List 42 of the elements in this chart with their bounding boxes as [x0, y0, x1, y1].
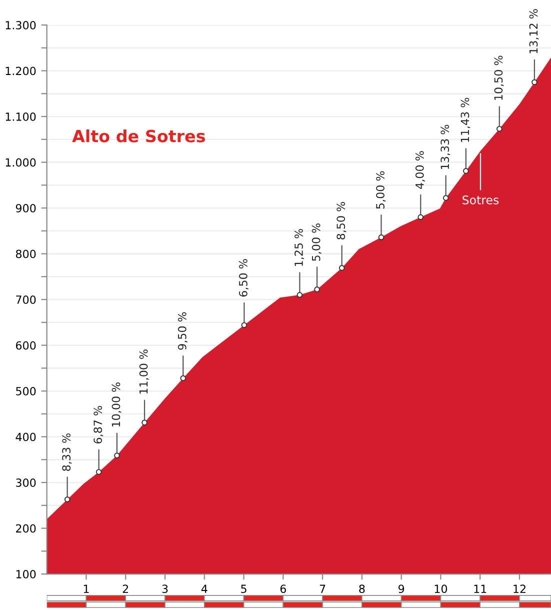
annotation: 11,00 %	[139, 350, 149, 394]
x-tick-label: 12	[514, 584, 526, 593]
y-tick-label: 1.000	[6, 158, 36, 167]
y-tick-label: 600	[16, 341, 36, 350]
y-tick-label: 800	[16, 250, 36, 258]
annotation: 11,43 %	[460, 98, 470, 142]
y-tick-label: 1.100	[6, 112, 36, 121]
annotation: Sotres	[462, 195, 499, 204]
annotation: 8,33 %	[62, 433, 72, 471]
annotation: 6,50 %	[238, 259, 249, 297]
annotation: 4,00 %	[415, 151, 425, 189]
annotation: 13,12 %	[529, 9, 539, 54]
x-tick-label: 8	[359, 584, 365, 594]
x-tick-label: 6	[280, 584, 286, 594]
annotation: 6,87 %	[94, 406, 104, 444]
annotation: 5,00 %	[376, 171, 386, 209]
y-tick-label: 100	[16, 570, 36, 578]
y-tick-label: 700	[16, 295, 36, 304]
x-tick-label: 5	[241, 584, 246, 594]
y-tick-label: 900	[16, 204, 36, 212]
text: Alto de Sotres	[72, 129, 205, 142]
x-tick-label: 3	[162, 584, 168, 594]
y-tick-label: 1.200	[6, 66, 36, 76]
y-tick-label: 200	[16, 524, 36, 533]
y-tick-label: 400	[16, 432, 36, 442]
y-tick-label: 300	[16, 478, 36, 487]
annotation: 5,00 %	[312, 223, 322, 261]
annotation: 8,50 %	[336, 202, 346, 240]
x-tick-label: 1	[84, 584, 89, 593]
x-tick-label: 7	[320, 584, 326, 593]
y-tick-label: 500	[16, 386, 36, 396]
annotation: 9,50 %	[178, 312, 188, 350]
annotation: 1,25 %	[294, 228, 304, 266]
annotation: 10,00 %	[112, 382, 122, 427]
x-tick-label: 2	[122, 584, 128, 593]
x-tick-label: 10	[434, 584, 448, 594]
y-tick-label: 1.300	[6, 20, 36, 30]
x-tick-label: 4	[201, 584, 208, 593]
x-tick-label: 11	[474, 584, 486, 593]
annotation: 10,50 %	[494, 56, 504, 100]
x-tick-label: 9	[398, 584, 404, 594]
annotation: 13,33 %	[440, 124, 450, 169]
